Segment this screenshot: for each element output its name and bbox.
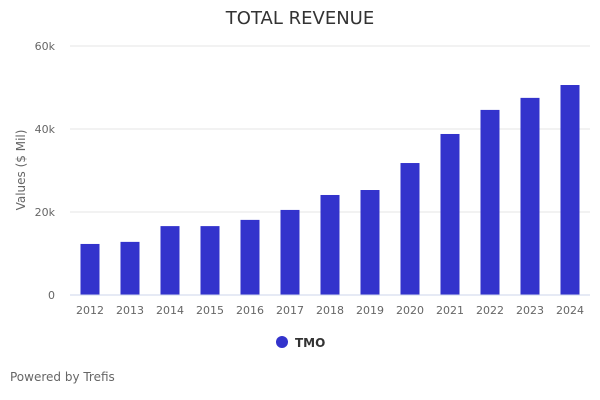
x-tick-label: 2014 xyxy=(156,304,184,317)
x-tick-label: 2018 xyxy=(316,304,344,317)
y-axis-label: Values ($ Mil) xyxy=(14,130,28,211)
legend[interactable]: TMO xyxy=(276,336,325,350)
y-tick-label: 40k xyxy=(35,123,56,136)
y-tick-label: 0 xyxy=(48,289,55,302)
x-tick-label: 2013 xyxy=(116,304,144,317)
x-tick-label: 2024 xyxy=(556,304,584,317)
y-tick-label: 20k xyxy=(35,206,56,219)
bar-2023[interactable] xyxy=(520,97,540,295)
powered-by-credit[interactable]: Powered by Trefis xyxy=(10,370,115,384)
chart-title: TOTAL REVENUE xyxy=(225,8,374,29)
bar-2013[interactable] xyxy=(120,241,140,295)
x-tick-label: 2021 xyxy=(436,304,464,317)
x-tick-label: 2019 xyxy=(356,304,384,317)
x-tick-label: 2023 xyxy=(516,304,544,317)
bar-2018[interactable] xyxy=(320,194,340,295)
legend-marker-icon[interactable] xyxy=(276,336,288,348)
bar-2015[interactable] xyxy=(200,226,220,295)
bar-2021[interactable] xyxy=(440,133,460,295)
gridlines xyxy=(70,45,590,213)
bar-2016[interactable] xyxy=(240,219,260,295)
bars xyxy=(80,85,580,295)
x-axis-ticks: 2012 2013 2014 2015 2016 2017 2018 2019 2020 2021… xyxy=(76,304,584,317)
x-tick-label: 2022 xyxy=(476,304,504,317)
legend-label[interactable]: TMO xyxy=(295,336,325,350)
bar-2020[interactable] xyxy=(400,163,420,295)
x-tick-label: 2012 xyxy=(76,304,104,317)
y-tick-label: 60k xyxy=(35,40,56,53)
bar-2014[interactable] xyxy=(160,226,180,295)
x-tick-label: 2017 xyxy=(276,304,304,317)
bar-2024[interactable] xyxy=(560,85,580,295)
bar-2019[interactable] xyxy=(360,190,380,295)
bar-2017[interactable] xyxy=(280,209,300,295)
x-tick-label: 2015 xyxy=(196,304,224,317)
bar-2022[interactable] xyxy=(480,109,500,295)
y-axis-ticks: 0 20k 40k 60k xyxy=(35,40,56,302)
bar-2012[interactable] xyxy=(80,243,100,295)
x-tick-label: 2020 xyxy=(396,304,424,317)
x-tick-label: 2016 xyxy=(236,304,264,317)
